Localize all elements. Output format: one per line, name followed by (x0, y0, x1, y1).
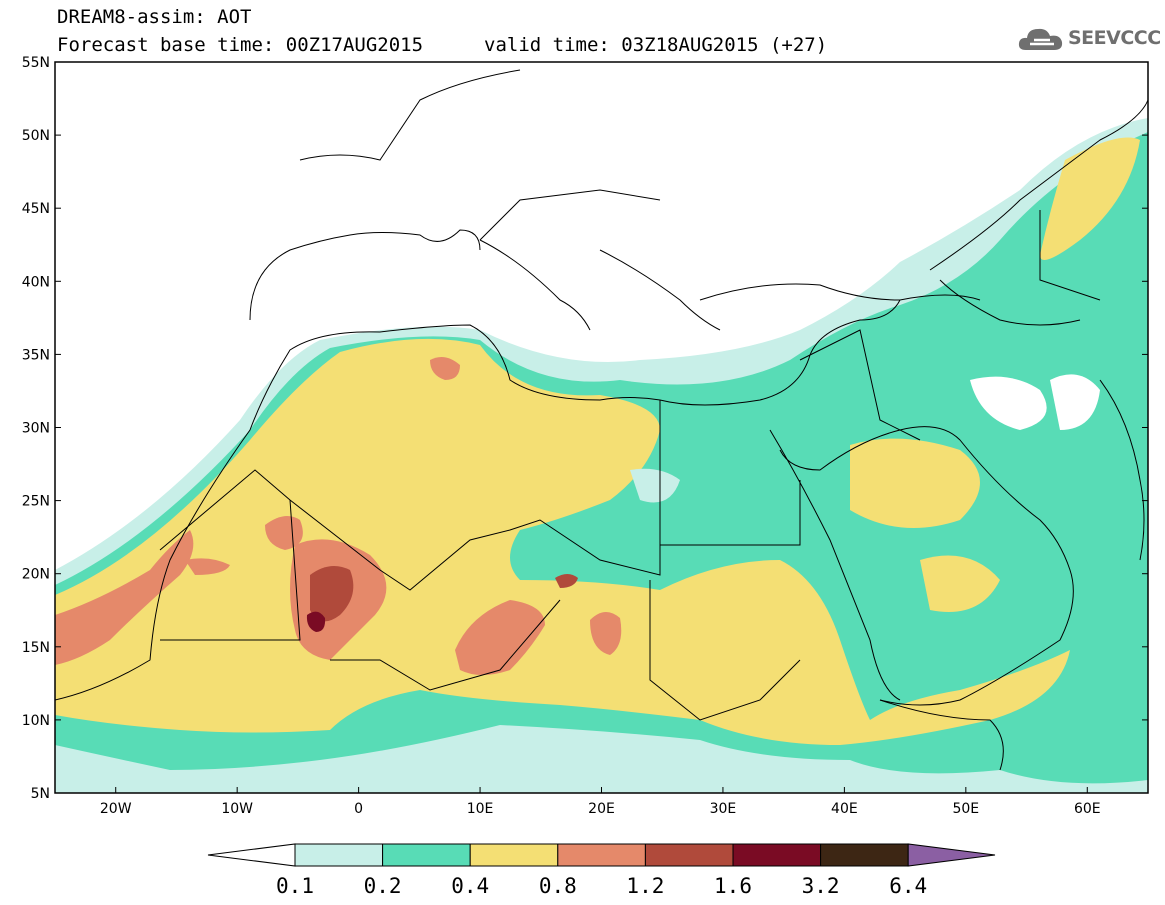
lat-tick-label: 10N (22, 713, 50, 729)
valid-time: valid time: 03Z18AUG2015 (+27) (484, 34, 828, 56)
lon-tick-label: 40E (831, 801, 858, 817)
lon-tick-label: 20W (100, 801, 132, 817)
colorbar-level-label: 0.2 (364, 874, 402, 898)
lat-tick-label: 40N (22, 274, 50, 290)
latitude-axis: 5N 10N 15N 20N 25N 30N 35N 40N 45N 50N 55N (22, 55, 1148, 802)
seevccc-logo: SEEVCCC (1016, 22, 1161, 56)
lon-tick-label: 10W (221, 801, 253, 817)
colorbar-level-label: 1.6 (714, 874, 752, 898)
lon-tick-label: 20E (588, 801, 615, 817)
lat-tick-label: 20N (22, 567, 50, 583)
colorbar-under-triangle (207, 843, 296, 867)
colorbar-level-label: 6.4 (889, 874, 927, 898)
lat-tick-label: 5N (31, 786, 50, 802)
colorbar-over-triangle (907, 843, 996, 867)
logo-text: SEEVCCC (1068, 27, 1161, 49)
lat-tick-label: 30N (22, 421, 50, 437)
lon-tick-label: 30E (710, 801, 737, 817)
colorbar-swatch (469, 843, 559, 867)
forecast-base-time: Forecast base time: 00Z17AUG2015 (57, 34, 424, 56)
colorbar-level-label: 0.4 (451, 874, 489, 898)
aot-band-0.8 (55, 530, 194, 665)
colorbar-swatch (732, 843, 822, 867)
longitude-axis: 20W 10W 0 10E 20E 30E 40E 50E 60E (100, 787, 1101, 817)
lat-tick-label: 15N (22, 640, 50, 656)
lat-tick-label: 55N (22, 55, 50, 71)
lat-tick-label: 25N (22, 494, 50, 510)
aot-band-1.2 (310, 566, 354, 622)
coastlines (55, 69, 1148, 771)
colorbar-swatch (382, 843, 471, 867)
colorbar-level-label: 1.2 (626, 874, 664, 898)
lon-tick-label: 0 (354, 801, 363, 817)
lon-tick-label: 10E (467, 801, 494, 817)
lat-tick-label: 35N (22, 347, 50, 363)
colorbar-swatch (294, 843, 384, 867)
lon-tick-label: 50E (952, 801, 979, 817)
lat-tick-label: 50N (22, 128, 50, 144)
lon-tick-label: 60E (1074, 801, 1101, 817)
aot-colorbar: 0.1 0.2 0.4 0.8 1.2 1.6 3.2 6.4 (207, 843, 996, 898)
colorbar-level-label: 0.8 (539, 874, 577, 898)
aot-band-1.6 (306, 611, 326, 632)
map-title: DREAM8-assim: AOT (57, 6, 252, 28)
colorbar-level-label: 3.2 (802, 874, 840, 898)
colorbar-swatch (820, 843, 909, 867)
colorbar-level-label: 0.1 (276, 874, 314, 898)
colorbar-swatch (644, 843, 734, 867)
cloud-icon (1018, 28, 1063, 50)
aot-shading (55, 62, 1148, 793)
lat-tick-label: 45N (22, 201, 50, 217)
colorbar-swatch (557, 843, 646, 867)
